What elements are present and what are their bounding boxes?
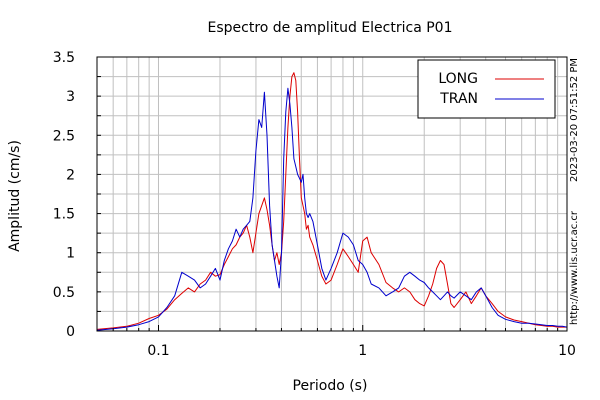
legend: LONG TRAN <box>417 59 556 119</box>
y-tick-label: 2.5 <box>53 128 75 144</box>
ticks: 0.1 1 10 0 0.5 1 1.5 2 2.5 3 3.5 <box>53 50 576 359</box>
x-tick-label: 10 <box>558 343 576 359</box>
y-tick-label: 0 <box>66 324 75 340</box>
x-axis-label: Periodo (s) <box>293 378 368 394</box>
y-tick-label: 1 <box>66 246 75 262</box>
legend-box <box>417 59 556 119</box>
x-tick-label: 0.1 <box>147 343 169 359</box>
legend-label-long: LONG <box>438 71 478 87</box>
series-layer <box>96 72 568 331</box>
y-tick-label: 2 <box>66 167 75 183</box>
x-tick-label: 1 <box>358 343 367 359</box>
y-axis-label: Amplitud (cm/s) <box>7 140 23 252</box>
timestamp-label: 2023-03-20 07:51:52 PM <box>569 58 580 182</box>
chart-title: Espectro de amplitud Electrica P01 <box>208 20 453 36</box>
y-tick-label: 3 <box>66 89 75 105</box>
series-line-tran <box>96 87 568 331</box>
y-tick-label: 3.5 <box>53 50 75 66</box>
legend-label-tran: TRAN <box>439 91 478 107</box>
source-url-label: http://www.lis.ucr.ac.cr <box>569 210 580 325</box>
y-tick-label: 0.5 <box>53 285 75 301</box>
y-tick-label: 1.5 <box>53 207 75 223</box>
